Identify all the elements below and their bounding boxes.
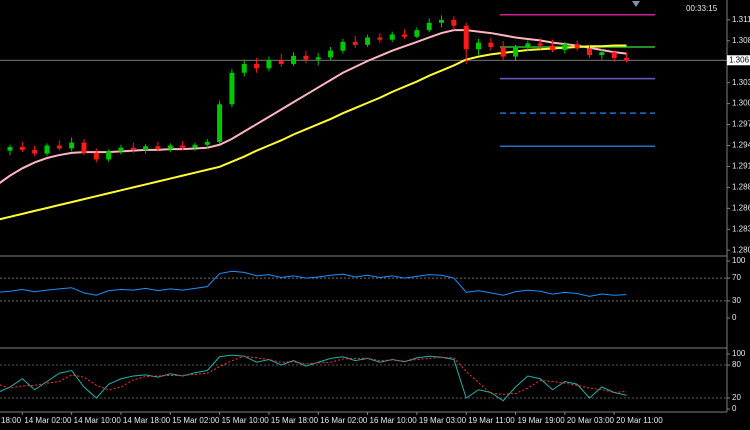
x-tick-label: 20 Mar 11:00 <box>616 416 663 425</box>
candle-body <box>266 60 272 69</box>
candle-body <box>537 43 543 46</box>
shift-marker <box>632 1 640 7</box>
candle-body <box>513 47 519 57</box>
candle-body <box>155 146 161 150</box>
candle-body <box>7 146 13 151</box>
candle-body <box>192 144 198 148</box>
y-tick-label: 1.311 <box>732 15 750 24</box>
candle-body <box>562 44 568 50</box>
candle-body <box>599 52 605 56</box>
candle-body <box>402 34 408 37</box>
candle-body <box>451 19 457 26</box>
current-price-label: 1.306 <box>729 55 750 64</box>
candle-body <box>19 146 25 150</box>
y-tick-label: 20 <box>732 393 741 402</box>
x-tick-label: 16 Mar 10:00 <box>370 416 418 425</box>
candle-body <box>352 41 358 45</box>
x-tick-label: 15 Mar 02:00 <box>172 416 220 425</box>
y-tick-label: 1.280 <box>732 245 750 254</box>
x-tick-label: 19 Mar 11:00 <box>468 416 515 425</box>
x-tick-label: 15 Mar 10:00 <box>222 416 270 425</box>
candle-body <box>439 19 445 23</box>
indicator-line <box>0 355 627 395</box>
candle-body <box>106 151 112 160</box>
candle-body <box>377 37 383 40</box>
current-price-box <box>727 55 750 66</box>
candle-body <box>278 60 284 64</box>
candle-body <box>414 30 420 37</box>
candle-body <box>550 45 556 50</box>
candle-body <box>44 145 50 154</box>
x-tick-label: 19 Mar 19:00 <box>518 416 566 425</box>
candle-body <box>340 41 346 51</box>
y-tick-label: 1.300 <box>732 99 750 108</box>
x-tick-label: 14 Mar 10:00 <box>74 416 122 425</box>
candle-body <box>81 142 87 153</box>
x-tick-label: 18:00 <box>1 416 22 425</box>
indicator-line <box>0 354 627 402</box>
candle-body <box>365 37 371 45</box>
y-tick-label: 0 <box>732 313 737 322</box>
y-tick-label: 1.286 <box>732 203 750 212</box>
y-tick-label: 1.308 <box>732 36 750 45</box>
candle-body <box>611 52 617 59</box>
y-tick-label: 1.297 <box>732 120 750 129</box>
y-tick-label: 80 <box>732 360 741 369</box>
candle-body <box>118 147 124 152</box>
candle-body <box>500 47 506 57</box>
y-tick-label: 1.288 <box>732 183 750 192</box>
candle-body <box>303 55 309 60</box>
candle-body <box>574 44 580 49</box>
candle-body <box>587 48 592 56</box>
candle-body <box>69 142 75 149</box>
y-tick-label: 1.291 <box>732 162 750 171</box>
candle-body <box>130 147 136 150</box>
candle-body <box>56 145 62 149</box>
y-tick-label: 1.294 <box>732 141 750 150</box>
candle-body <box>204 141 210 145</box>
x-tick-label: 14 Mar 18:00 <box>123 416 171 425</box>
y-tick-label: 1.283 <box>732 224 750 233</box>
y-tick-label: 0 <box>732 404 737 413</box>
candle-body <box>426 22 432 31</box>
y-tick-label: 1.303 <box>732 78 750 87</box>
candle-body <box>463 25 469 50</box>
y-tick-label: 30 <box>732 296 741 305</box>
x-tick-label: 15 Mar 18:00 <box>271 416 319 425</box>
x-tick-label: 16 Mar 02:00 <box>320 416 368 425</box>
candle-body <box>328 50 334 58</box>
candle-body <box>623 58 629 61</box>
x-tick-label: 19 Mar 03:00 <box>419 416 467 425</box>
candle-body <box>241 63 247 73</box>
candle-body <box>167 145 173 150</box>
candle-body <box>254 63 260 69</box>
candle-body <box>525 43 531 48</box>
x-tick-label: 14 Mar 02:00 <box>24 416 72 425</box>
candle-body <box>291 55 297 64</box>
candle-body <box>488 42 494 48</box>
candle-body <box>217 104 223 142</box>
y-tick-label: 100 <box>732 349 746 358</box>
y-tick-label: 100 <box>732 256 746 265</box>
indicator-line <box>0 270 627 297</box>
y-tick-label: 70 <box>732 273 741 282</box>
candle-body <box>389 34 395 40</box>
candle-body <box>229 72 235 105</box>
candle-body <box>315 57 321 60</box>
candle-body <box>180 145 186 148</box>
candle-body <box>143 146 149 150</box>
candle-body <box>93 152 99 160</box>
candle-body <box>32 149 38 154</box>
x-tick-label: 20 Mar 03:00 <box>567 416 615 425</box>
candle-body <box>476 42 482 50</box>
timer: 00:33:15 <box>686 4 718 13</box>
